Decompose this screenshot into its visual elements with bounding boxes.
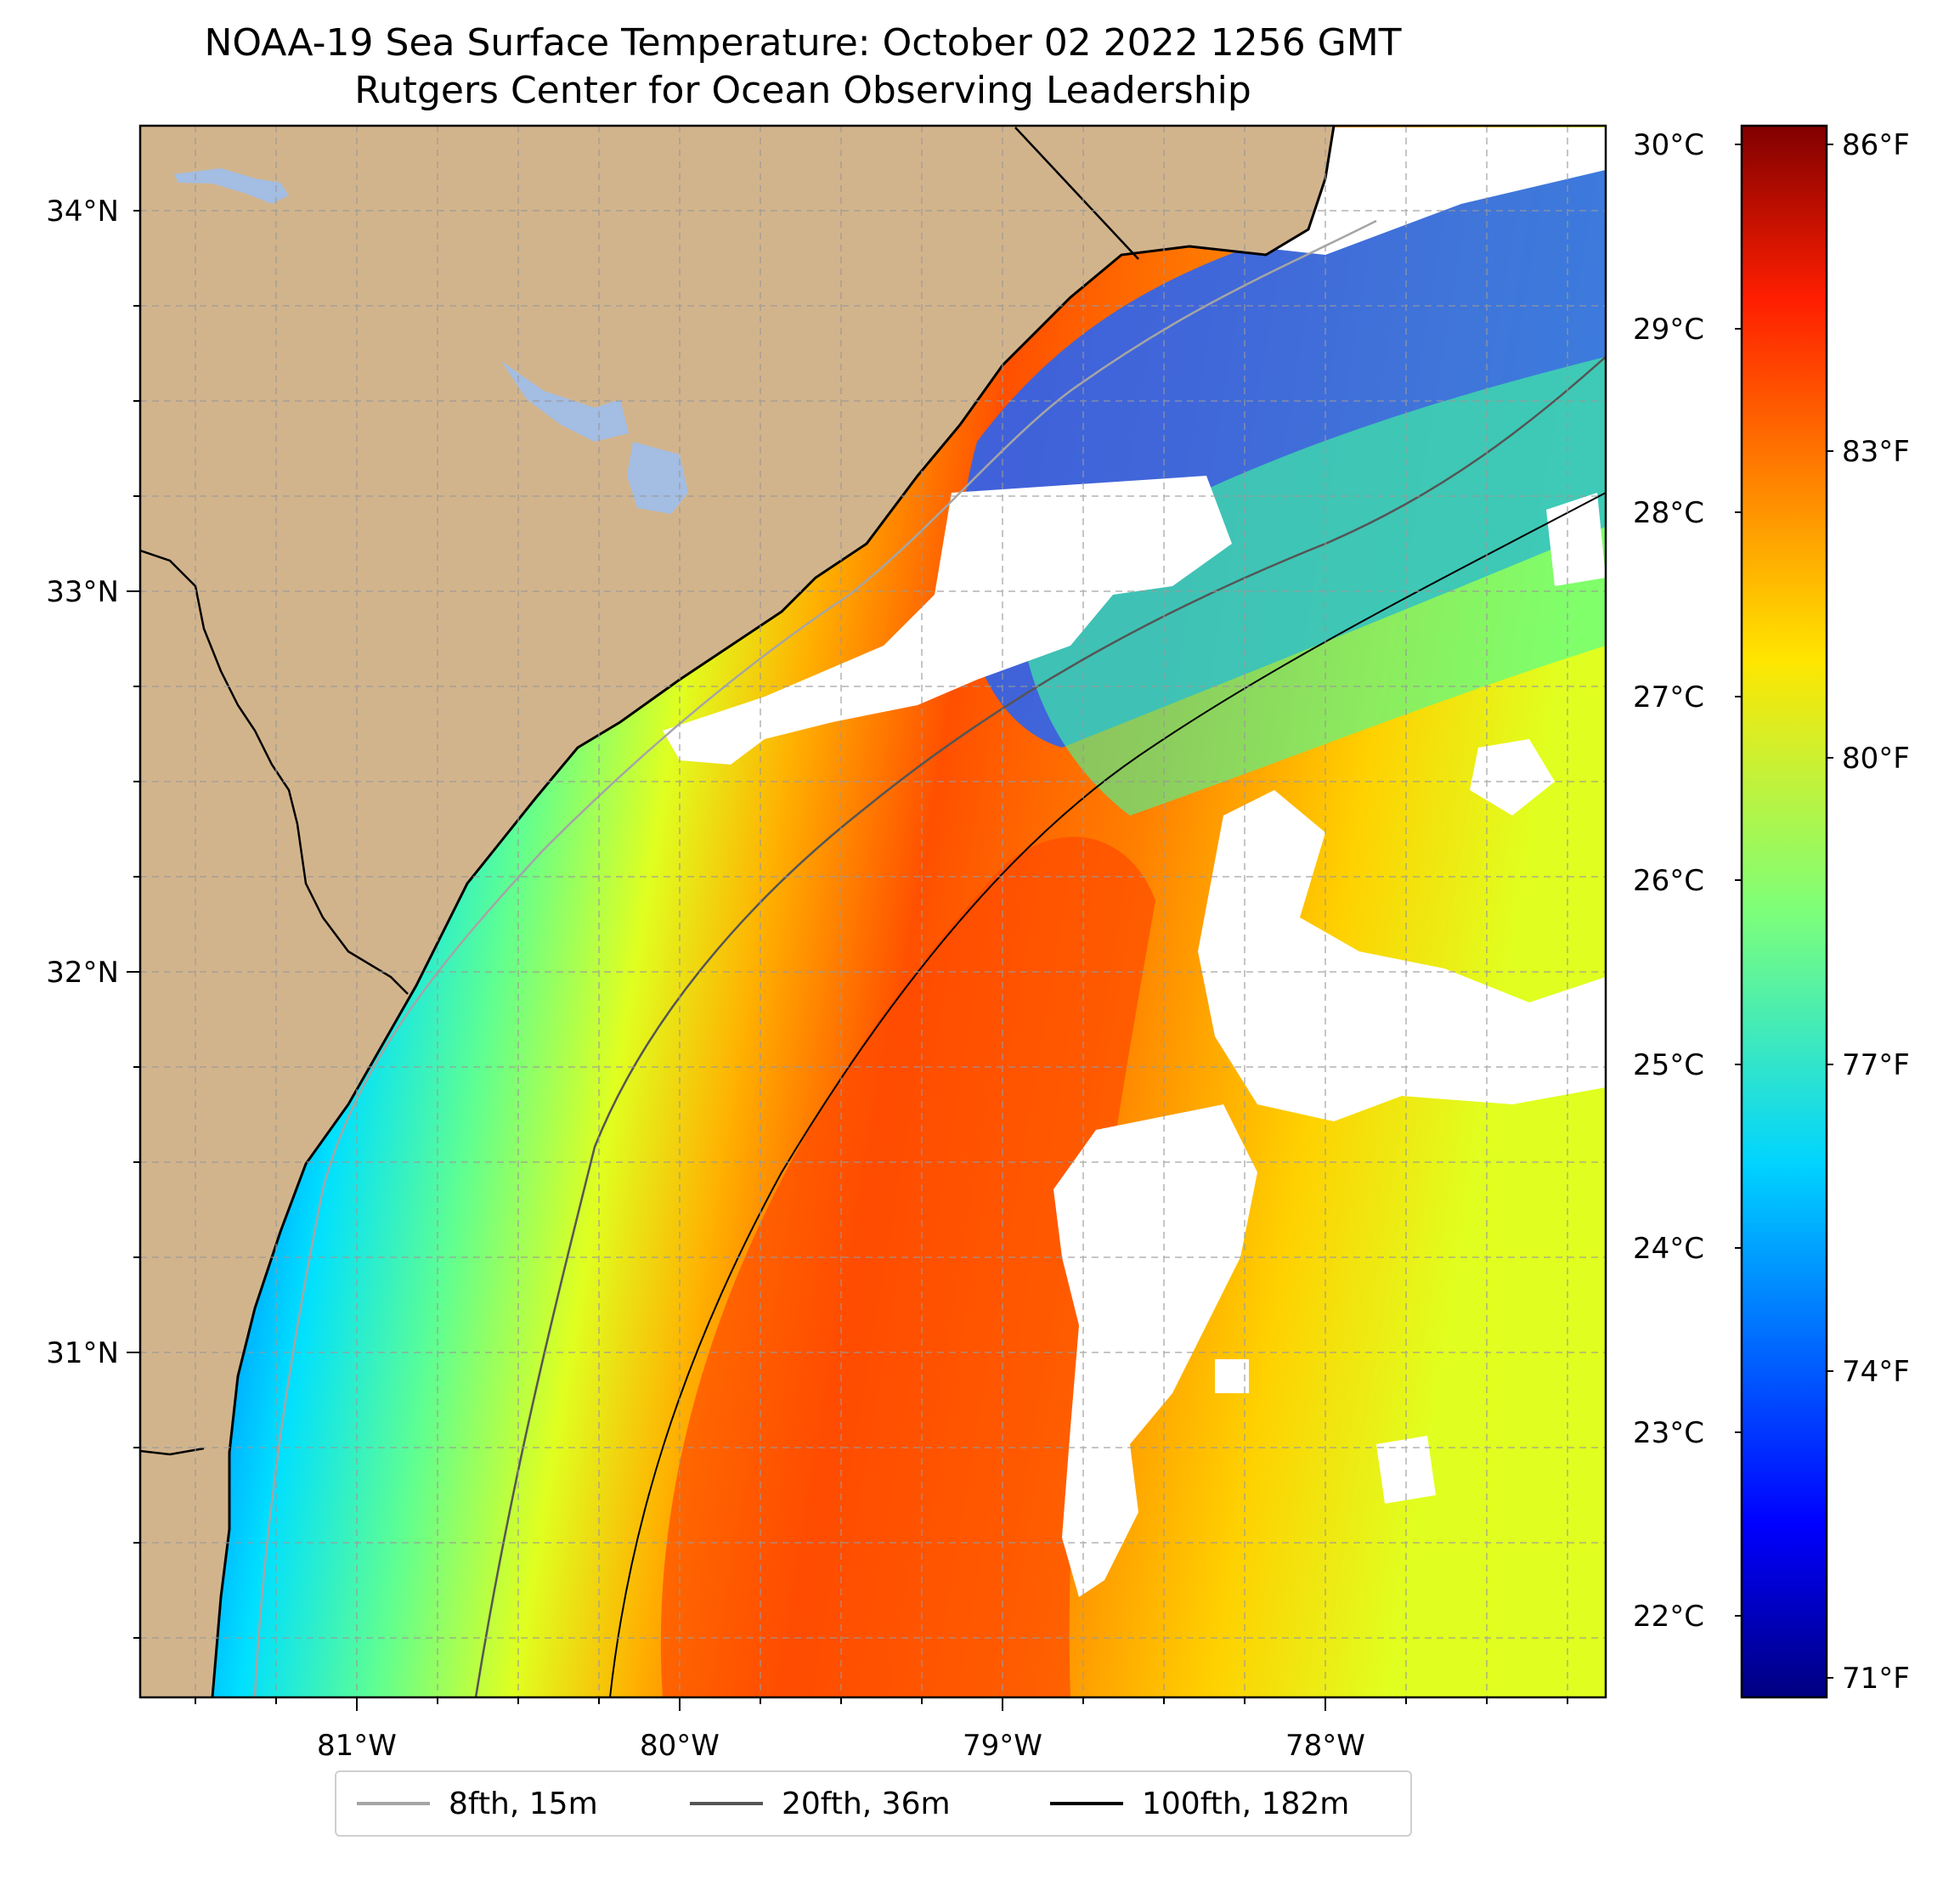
colorbar-fahrenheit-ticks — [1827, 144, 1833, 1679]
gulf-stream-core — [660, 837, 1155, 1697]
ga-fl-border — [140, 1447, 205, 1456]
colorbar-label-23c: 23°C — [1633, 1416, 1704, 1450]
colorbar-label-29c: 29°C — [1633, 313, 1704, 347]
legend-item-8fth: 8fth, 15m — [357, 1772, 598, 1835]
isobath-legend: 8fth, 15m 20fth, 36m 100fth, 182m — [335, 1770, 1412, 1837]
colorbar-label-77f: 77°F — [1842, 1048, 1910, 1082]
colorbar-label-30c: 30°C — [1633, 128, 1704, 162]
colorbar-label-74f: 74°F — [1842, 1355, 1910, 1389]
map-subtitle: Rutgers Center for Ocean Observing Leade… — [354, 69, 1251, 112]
legend-label-8fth: 8fth, 15m — [449, 1786, 598, 1821]
sc-ga-border — [140, 549, 409, 995]
gridlines — [140, 126, 1606, 1697]
lon-label-79w: 79°W — [963, 1729, 1042, 1763]
lat-label-32n: 32°N — [46, 956, 119, 990]
colorbar-label-86f: 86°F — [1842, 128, 1910, 162]
nc-sc-border — [1014, 127, 1139, 260]
land-mass — [140, 126, 1334, 1697]
legend-swatch-20fth — [690, 1802, 763, 1805]
map-frame — [138, 124, 1607, 1699]
cloud-mask — [663, 127, 1606, 1597]
lon-label-81w: 81°W — [317, 1729, 397, 1763]
colorbar-label-27c: 27°C — [1633, 680, 1704, 714]
isobath-20fth — [474, 356, 1606, 1697]
isobath-100fth — [609, 492, 1606, 1697]
colorbar-label-25c: 25°C — [1633, 1048, 1704, 1082]
lat-label-31n: 31°N — [46, 1336, 119, 1370]
legend-label-20fth: 20fth, 36m — [782, 1786, 951, 1821]
colorbar-celsius-ticks — [1735, 144, 1742, 1617]
map-title: NOAA-19 Sea Surface Temperature: October… — [204, 21, 1402, 65]
lake-marion — [501, 361, 629, 442]
lake-north — [174, 168, 289, 204]
colorbar — [1740, 124, 1828, 1699]
legend-item-100fth: 100fth, 182m — [1050, 1772, 1349, 1835]
lat-label-34n: 34°N — [46, 195, 119, 229]
colorbar-label-71f: 71°F — [1842, 1662, 1910, 1696]
legend-item-20fth: 20fth, 36m — [690, 1772, 951, 1835]
colorbar-label-22c: 22°C — [1633, 1600, 1704, 1634]
isobath-8fth — [253, 219, 1377, 1697]
colorbar-label-80f: 80°F — [1842, 742, 1910, 776]
legend-swatch-8fth — [357, 1802, 430, 1805]
colorbar-label-28c: 28°C — [1633, 496, 1704, 530]
x-ticks — [195, 1697, 1568, 1711]
colorbar-label-26c: 26°C — [1633, 864, 1704, 898]
colorbar-label-24c: 24°C — [1633, 1232, 1704, 1266]
lon-label-80w: 80°W — [640, 1729, 720, 1763]
legend-swatch-100fth — [1050, 1802, 1123, 1805]
lat-label-33n: 33°N — [46, 575, 119, 609]
legend-label-100fth: 100fth, 182m — [1142, 1786, 1350, 1821]
lon-label-78w: 78°W — [1285, 1729, 1365, 1763]
colorbar-label-83f: 83°F — [1842, 435, 1910, 469]
y-ticks — [127, 210, 140, 1639]
